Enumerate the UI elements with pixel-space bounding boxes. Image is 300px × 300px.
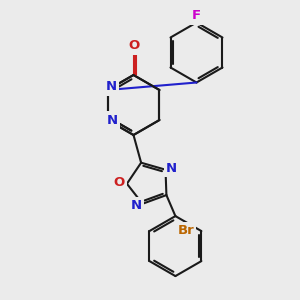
- Text: Br: Br: [177, 224, 194, 237]
- Text: N: N: [166, 162, 177, 175]
- Text: N: N: [131, 199, 142, 212]
- Text: N: N: [106, 80, 117, 94]
- Text: O: O: [114, 176, 125, 189]
- Text: F: F: [192, 9, 201, 22]
- Text: O: O: [128, 39, 140, 52]
- Text: N: N: [106, 113, 118, 127]
